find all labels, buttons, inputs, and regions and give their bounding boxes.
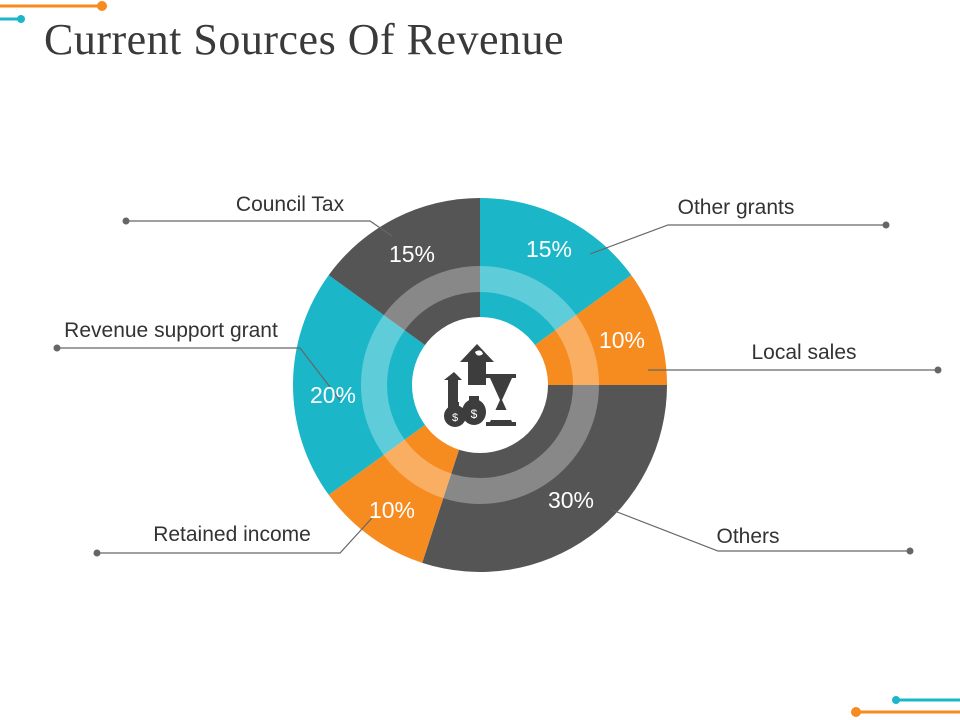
leader-dot-local-sales [934, 366, 942, 374]
category-label-other-grants: Other grants [678, 196, 795, 219]
inner-ring [361, 266, 599, 504]
value-label-other-grants: 15% [526, 236, 572, 262]
value-labels: 15% 10% 30% 10% 20% 15% [310, 236, 645, 523]
donut-slice-revenue-support-grant [293, 275, 480, 495]
value-label-local-sales: 10% [599, 327, 645, 353]
bottom-right-decoration [851, 696, 960, 717]
category-label-revenue-support-grant: Revenue support grant [64, 319, 278, 342]
leader-dot-council-tax [122, 217, 130, 225]
category-label-others: Others [716, 525, 779, 548]
page-title: Current Sources Of Revenue [44, 15, 565, 64]
value-label-revenue-support-grant: 20% [310, 382, 356, 408]
leader-lines [53, 217, 942, 557]
value-label-others: 30% [548, 487, 594, 513]
category-labels: Other grants Local sales Others Retained in… [64, 193, 856, 548]
category-label-local-sales: Local sales [751, 341, 856, 364]
top-left-decoration [0, 1, 107, 23]
leader-line-retained-income [97, 517, 373, 554]
leader-dot-revenue-support-grant [53, 344, 61, 352]
dollar-icon-2: $ [471, 407, 478, 421]
leader-dot-other-grants [882, 221, 890, 229]
revenue-growth-icon: $ $ [444, 344, 516, 427]
leader-dot-others [906, 547, 914, 555]
value-label-retained-income: 10% [369, 497, 415, 523]
leader-dot-retained-income [93, 549, 101, 557]
leader-line-other-grants [589, 224, 886, 255]
center-hub: $ $ [412, 317, 548, 453]
dollar-icon-1: $ [452, 412, 458, 424]
leader-line-others [611, 509, 910, 552]
leader-line-revenue-support-grant [57, 347, 341, 401]
inner-ring-overlay [361, 266, 599, 504]
category-label-retained-income: Retained income [153, 523, 311, 546]
category-label-council-tax: Council Tax [236, 193, 345, 216]
value-label-council-tax: 15% [389, 241, 435, 267]
leader-line-council-tax [126, 220, 393, 237]
